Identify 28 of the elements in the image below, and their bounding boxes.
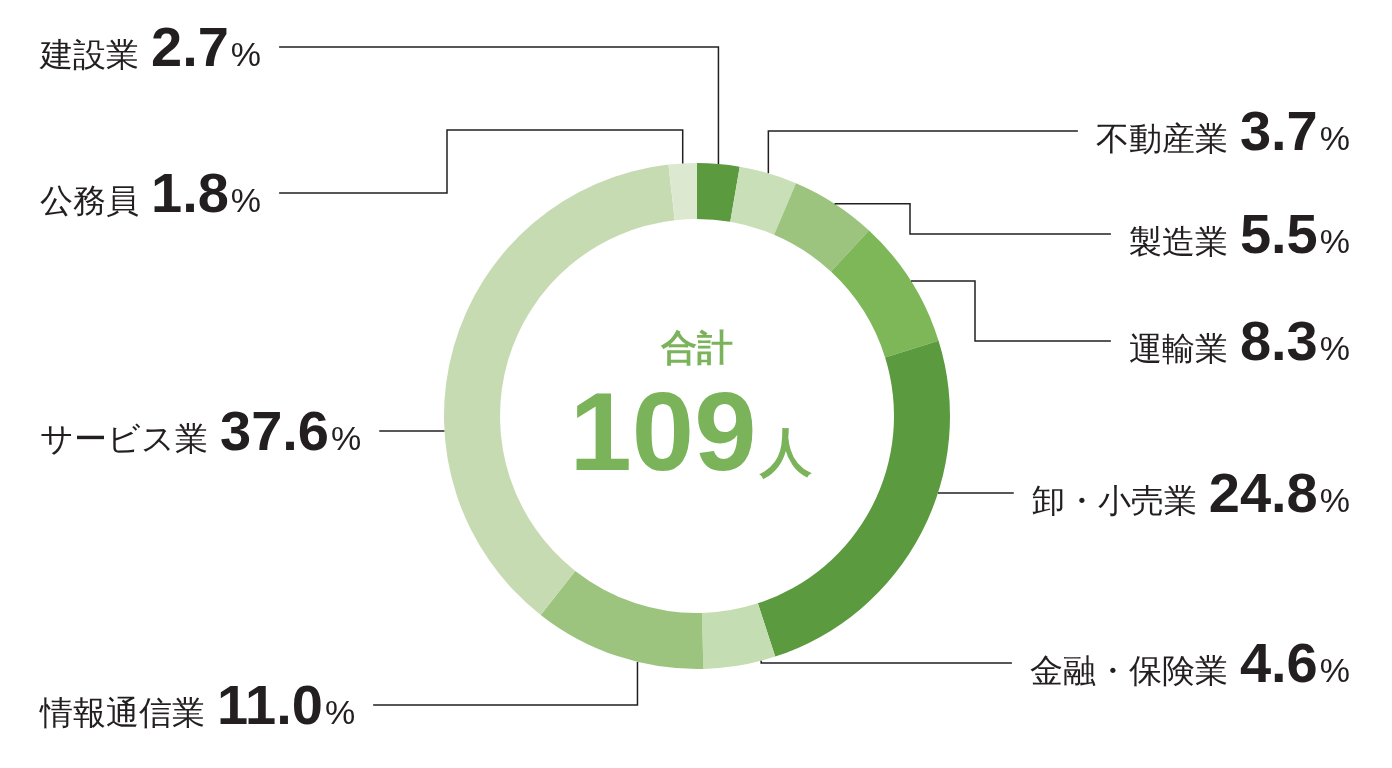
donut-slice bbox=[668, 163, 697, 221]
data-label: 8.3% bbox=[1239, 309, 1350, 372]
data-label: 11.0% bbox=[217, 673, 356, 736]
data-label: 37.6% bbox=[220, 399, 362, 462]
donut-slice bbox=[774, 183, 870, 272]
text: 109人 bbox=[569, 369, 813, 494]
data-label: 5.5% bbox=[1239, 202, 1350, 265]
slice-label: 卸・小売業 bbox=[1031, 482, 1197, 519]
data-label: 24.8% bbox=[1208, 461, 1350, 524]
data-label: 4.6% bbox=[1239, 631, 1350, 694]
slice-label: 金融・保険業 bbox=[1029, 652, 1228, 689]
slice-label: 公務員 bbox=[40, 182, 139, 219]
text: 合計 bbox=[660, 327, 733, 368]
donut-slice bbox=[757, 340, 950, 657]
slice-label: 製造業 bbox=[1128, 223, 1228, 260]
donut-slice bbox=[830, 230, 939, 358]
donut-slice bbox=[540, 570, 704, 669]
data-label: 3.7% bbox=[1239, 99, 1350, 162]
slice-label: 建設業 bbox=[39, 36, 139, 73]
donut-slice bbox=[697, 163, 740, 222]
slice-label: 不動産業 bbox=[1095, 120, 1228, 157]
data-label: 2.7% bbox=[151, 15, 262, 78]
donut-slice bbox=[730, 166, 797, 235]
slice-label: 運輸業 bbox=[1128, 330, 1228, 367]
donut-slice bbox=[701, 603, 776, 669]
slice-label: 情報通信業 bbox=[39, 694, 205, 731]
data-label: 1.8% bbox=[151, 161, 262, 224]
slice-label: サービス業 bbox=[40, 420, 208, 457]
